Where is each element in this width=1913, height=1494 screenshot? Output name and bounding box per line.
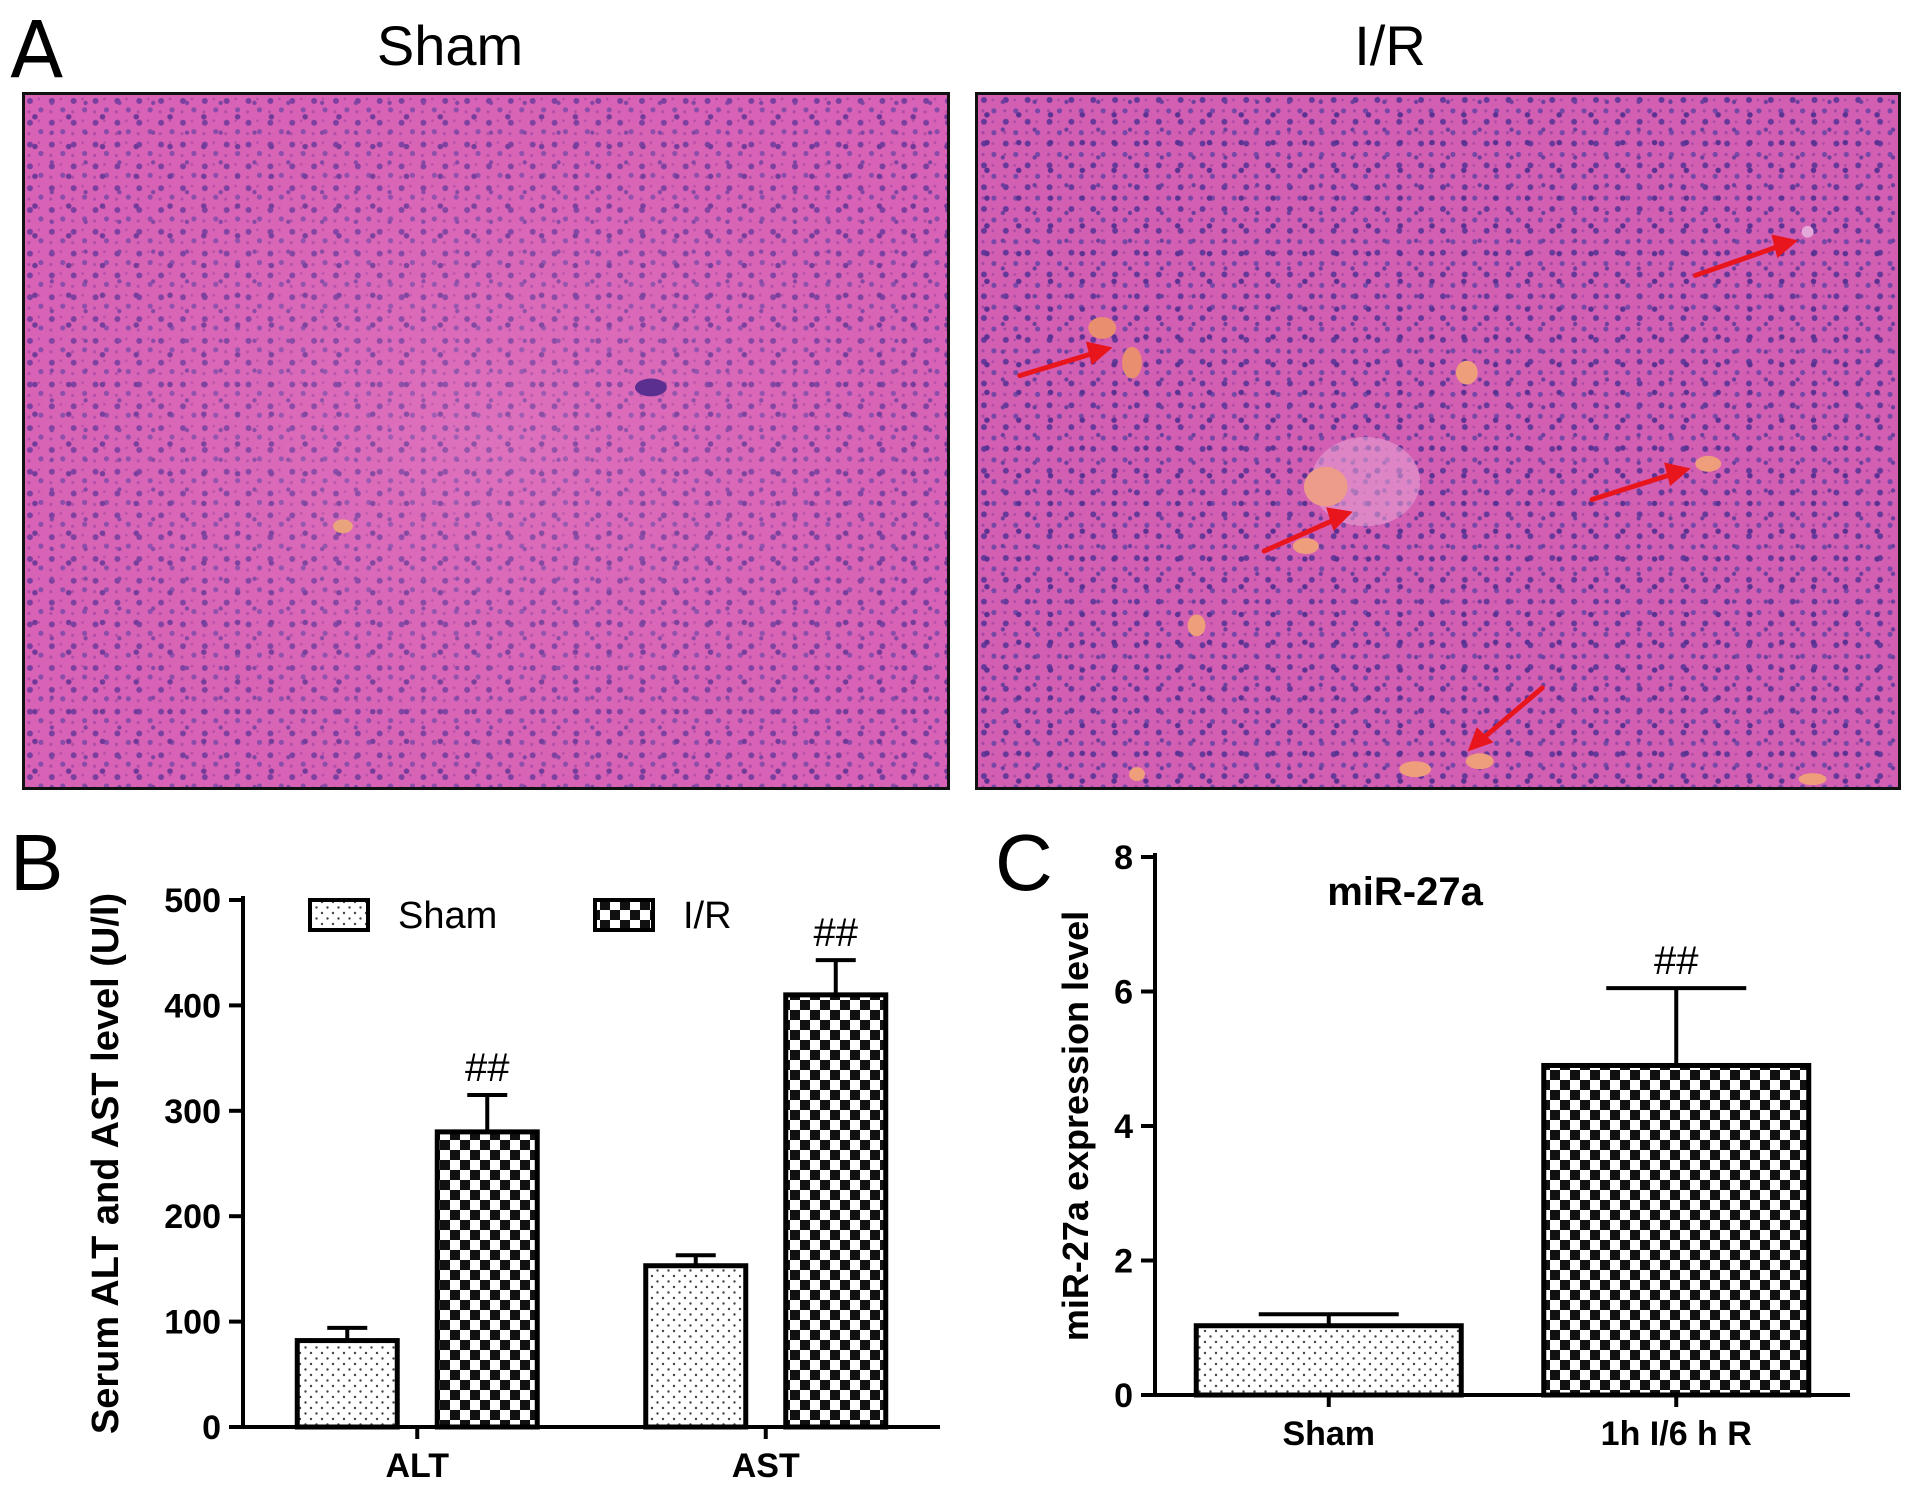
y-tick-label: 400 bbox=[164, 987, 221, 1025]
micrograph-title-sham: Sham bbox=[376, 14, 524, 77]
y-tick-label: 200 bbox=[164, 1198, 221, 1236]
y-tick-label: 4 bbox=[1114, 1108, 1133, 1146]
bar bbox=[294, 1338, 400, 1430]
significance-marker: ## bbox=[465, 1046, 510, 1090]
bar bbox=[434, 1129, 540, 1430]
y-tick-label: 300 bbox=[164, 1093, 221, 1131]
y-tick-label: 100 bbox=[164, 1304, 221, 1342]
legend-swatch bbox=[593, 898, 655, 932]
y-tick-label: 6 bbox=[1114, 974, 1133, 1012]
chart-title: miR-27a bbox=[1327, 870, 1483, 914]
y-tick-label: 500 bbox=[164, 882, 221, 920]
y-axis-label: Serum ALT and AST level (U/l) bbox=[85, 893, 127, 1434]
x-tick-label: Sham bbox=[1282, 1415, 1375, 1453]
y-tick-label: 0 bbox=[1114, 1377, 1133, 1415]
bar bbox=[1541, 1062, 1812, 1398]
micrograph-title-ir: I/R bbox=[1354, 14, 1426, 77]
y-tick-label: 8 bbox=[1114, 839, 1133, 877]
x-tick-label: ALT bbox=[385, 1447, 449, 1485]
significance-marker: ## bbox=[814, 911, 859, 955]
bar bbox=[643, 1263, 749, 1430]
panel-c-letter: C bbox=[995, 818, 1053, 907]
significance-marker: ## bbox=[1654, 939, 1699, 983]
x-tick-label: 1h I/6 h R bbox=[1601, 1415, 1752, 1453]
legend-swatch bbox=[308, 898, 370, 932]
y-axis-label: miR-27a expression level bbox=[1055, 911, 1096, 1341]
y-tick-label: 0 bbox=[202, 1409, 221, 1447]
legend-label: I/R bbox=[683, 895, 732, 937]
panel-b-letter: B bbox=[10, 818, 63, 907]
legend-label: Sham bbox=[398, 895, 497, 937]
micrograph-sham bbox=[22, 92, 950, 790]
x-tick-label: AST bbox=[732, 1447, 800, 1485]
chart-b: B 0 100 200 300 400 500 Serum ALT and AST leve… bbox=[10, 818, 940, 1485]
bar bbox=[783, 992, 889, 1430]
micrograph-ir bbox=[975, 92, 1901, 790]
chart-c: C 0 2 4 6 8 miR-27a expression level miR-27a Sh… bbox=[995, 818, 1850, 1453]
panel-a-letter: A bbox=[10, 6, 64, 96]
bar bbox=[1193, 1323, 1464, 1398]
y-tick-label: 2 bbox=[1114, 1243, 1133, 1281]
